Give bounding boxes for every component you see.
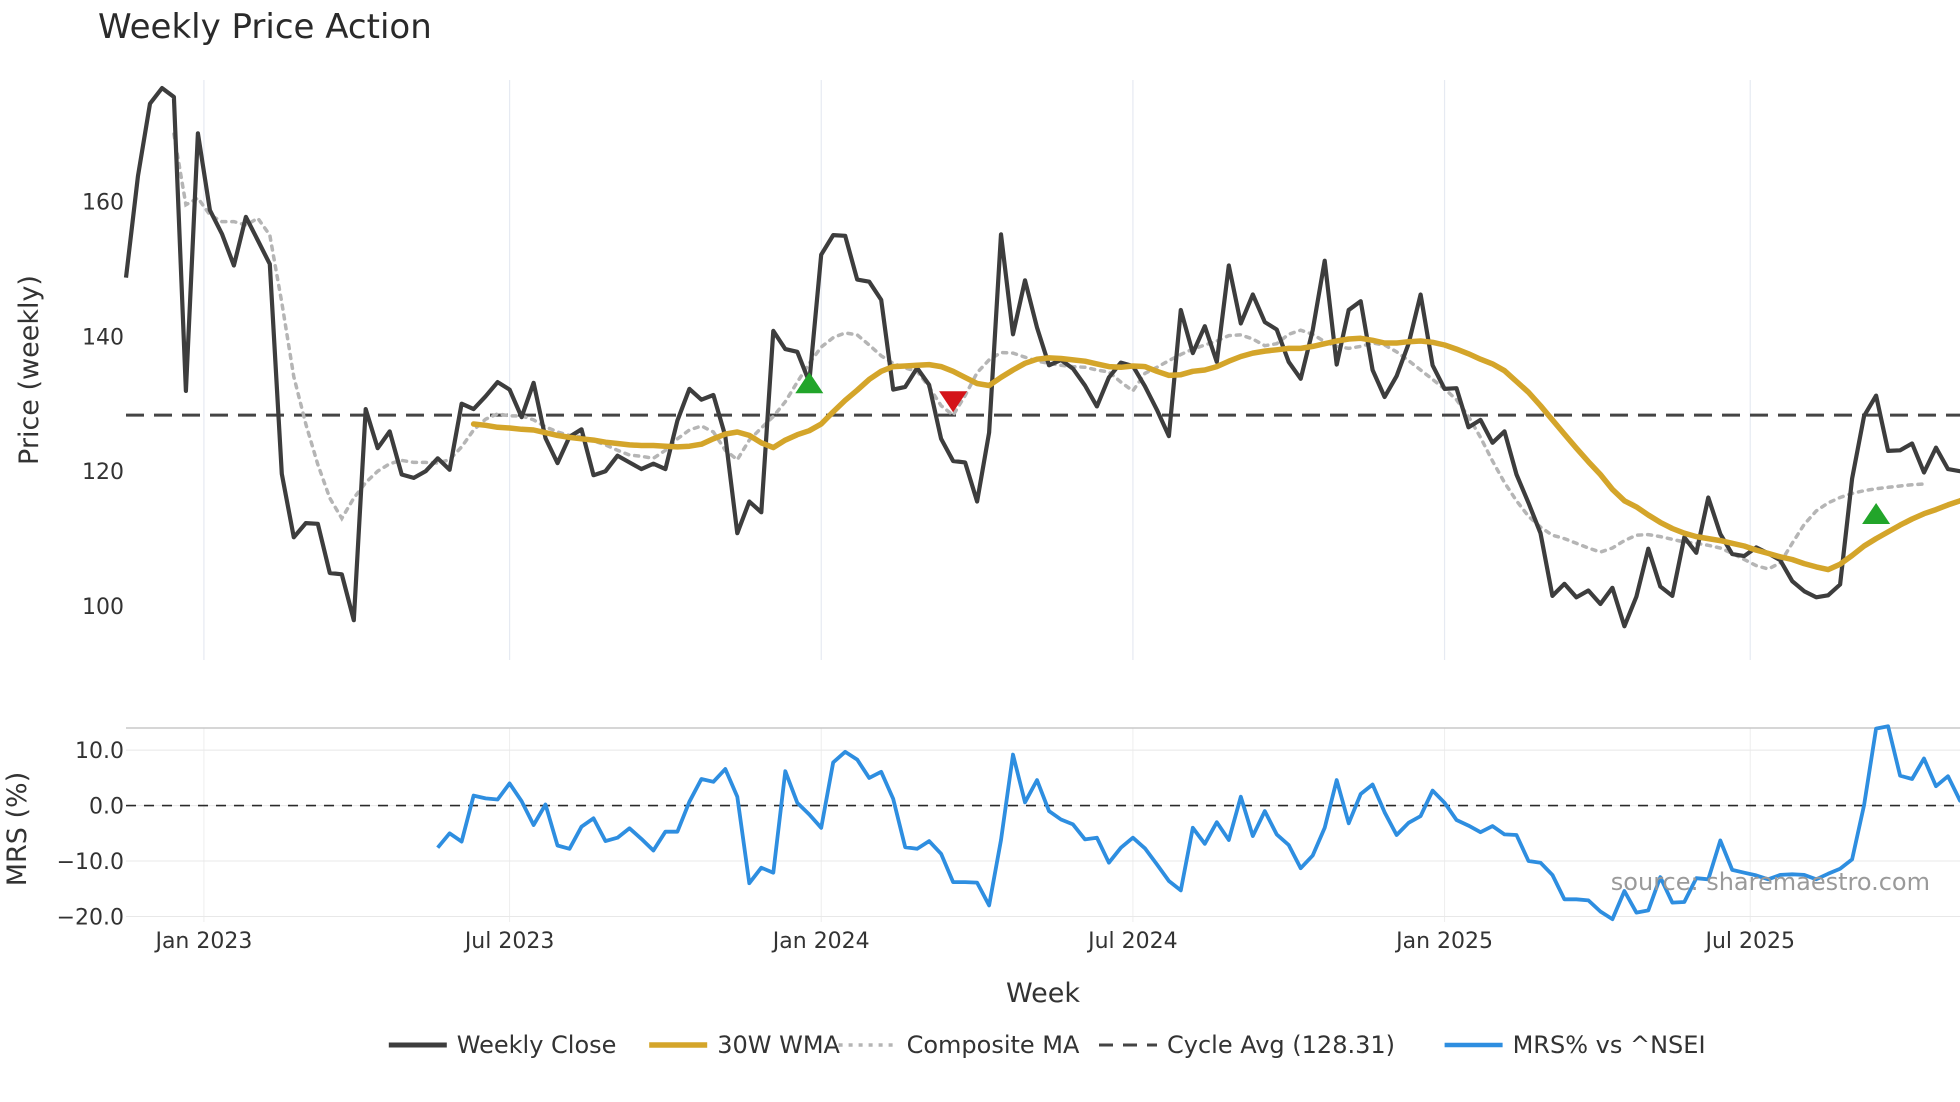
price-panel-grid [203, 80, 1751, 660]
legend-label-2: Composite MA [907, 1031, 1080, 1059]
mrs-y-tick-2: 0.0 [89, 795, 124, 820]
buy-signal-marker-2 [1862, 503, 1891, 524]
mrs-y-tick-0: −20.0 [57, 905, 124, 930]
x-tick-label-5: Jul 2025 [1703, 929, 1795, 954]
price-y-tick-1: 120 [82, 460, 124, 485]
price-panel-series [123, 86, 1960, 629]
x-tick-label-3: Jul 2024 [1086, 929, 1178, 954]
price-y-tick-labels: 100 120 140 160 [82, 190, 124, 620]
mrs-panel-grid [126, 727, 1960, 922]
legend-label-0: Weekly Close [457, 1031, 617, 1059]
price-y-tick-3: 160 [82, 190, 124, 215]
source-watermark: source: sharemaestro.com [1611, 868, 1930, 896]
legend-item-0: Weekly Close [388, 1031, 617, 1059]
legend-item-3: Cycle Avg (128.31) [1099, 1031, 1395, 1059]
mrs-y-axis-title: MRS (%) [2, 772, 33, 887]
mrs-y-tick-3: 10.0 [75, 739, 124, 764]
x-tick-label-2: Jan 2024 [771, 929, 870, 954]
buy-signal-marker-0 [795, 372, 824, 394]
legend-label-4: MRS% vs ^NSEI [1513, 1031, 1706, 1059]
x-tick-label-1: Jul 2023 [463, 929, 555, 954]
price-y-tick-2: 140 [82, 325, 124, 350]
legend-item-4: MRS% vs ^NSEI [1444, 1031, 1706, 1059]
mrs-y-tick-labels: −20.0 −10.0 0.0 10.0 [57, 739, 124, 930]
legend-item-1: 30W WMA [649, 1031, 841, 1059]
x-axis-title: Week [1006, 978, 1080, 1009]
price-y-tick-0: 100 [82, 595, 124, 620]
x-tick-label-0: Jan 2023 [153, 929, 252, 954]
x-tick-labels: Jan 2023 Jul 2023 Jan 2024 Jul 2024 Jan 2025… [153, 929, 1795, 954]
x-tick-label-4: Jan 2025 [1394, 929, 1493, 954]
chart-title: Weekly Price Action [98, 7, 432, 47]
mrs-line [436, 724, 1960, 922]
mrs-panel-series [126, 724, 1960, 922]
composite-ma-line [172, 132, 1926, 571]
legend-label-1: 30W WMA [717, 1031, 840, 1059]
sell-signal-marker-1 [939, 391, 968, 413]
wma-30w-line [470, 335, 1960, 573]
legend-label-3: Cycle Avg (128.31) [1167, 1031, 1395, 1059]
legend-item-2: Composite MA [838, 1031, 1080, 1059]
mrs-y-tick-1: −10.0 [57, 850, 124, 875]
price-y-axis-title: Price (weekly) [14, 275, 45, 465]
legend: Weekly Close 30W WMA Composite MA Cycle Avg… [388, 1031, 1706, 1059]
